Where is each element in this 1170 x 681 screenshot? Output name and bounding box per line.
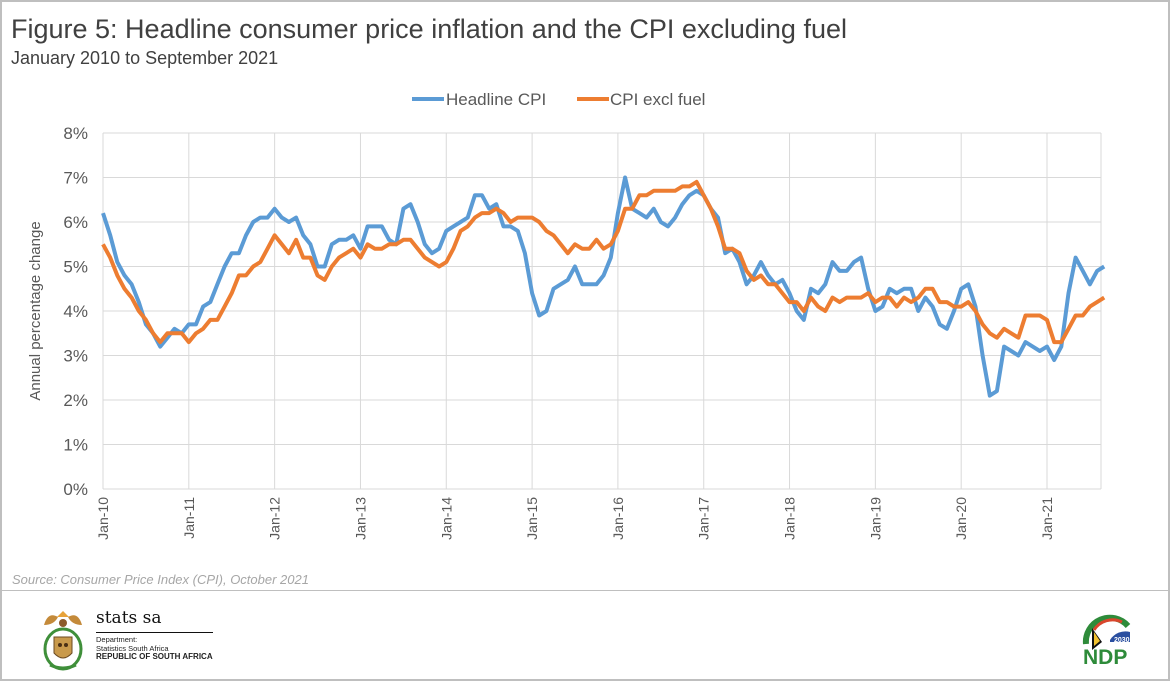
y-tick-label: 2% [63,391,88,410]
line-chart: 0%1%2%3%4%5%6%7%8% Jan-10 Jan-11 Jan-12 Jan… [27,90,1106,540]
series-line-cpi-excl-fuel [101,179,1106,345]
stats-sa-logo-text: stats sa [96,608,162,628]
y-tick-label: 1% [63,436,88,455]
x-tick-label: Jan-12 [267,497,283,540]
y-axis-label: Annual percentage change [27,221,44,400]
ndp-text: NDP [1083,646,1127,669]
series-lines [101,175,1106,398]
series-line-headline-cpi [101,175,1106,398]
stats-sa-rule [96,632,213,633]
ndp-2030-logo-icon: 2030 NDP [1082,614,1131,669]
chart-title: Figure 5: Headline consumer price inflat… [11,14,847,44]
gridlines [102,132,1102,490]
coat-of-arms-icon [43,611,83,671]
x-tick-label: Jan-20 [953,497,969,540]
x-tick-label: Jan-15 [524,497,540,540]
y-tick-label: 6% [63,213,88,232]
x-tick-label: Jan-13 [352,497,368,540]
x-tick-label: Jan-19 [867,497,883,540]
y-tick-label: 8% [63,124,88,143]
legend-label-headline-cpi: Headline CPI [446,90,546,109]
x-tick-label: Jan-17 [696,497,712,540]
y-tick-label: 3% [63,347,88,366]
dept-line-2: Statistics South Africa [96,643,169,653]
x-tick-label: Jan-11 [181,497,197,539]
x-tick-label: Jan-21 [1039,497,1055,540]
y-tick-label: 4% [63,302,88,321]
footer-divider [2,590,1168,591]
y-tick-label: 5% [63,258,88,277]
x-axis-ticks: Jan-10 Jan-11 Jan-12 Jan-13 Jan-14 Jan-15 Jan-… [95,497,1055,540]
chart-subtitle: January 2010 to September 2021 [11,48,279,68]
ndp-year: 2030 [1114,637,1130,644]
x-tick-label: Jan-10 [95,497,111,540]
legend: Headline CPI CPI excl fuel [412,90,705,109]
x-tick-label: Jan-16 [610,497,626,540]
y-tick-label: 0% [63,480,88,499]
department-text: Department: Statistics South Africa REPU… [96,635,213,662]
legend-label-cpi-excl-fuel: CPI excl fuel [610,90,705,109]
x-tick-label: Jan-14 [438,497,454,540]
dept-line-3: REPUBLIC OF SOUTH AFRICA [96,652,213,661]
y-axis-ticks: 0% 1% 2% 3% 4% 5% 6% 7% 8% [63,124,88,499]
dept-line-1: Department: [96,635,138,644]
x-tick-label: Jan-18 [782,497,798,540]
source-note: Source: Consumer Price Index (CPI), Octo… [12,572,309,587]
y-tick-label: 7% [63,169,88,188]
